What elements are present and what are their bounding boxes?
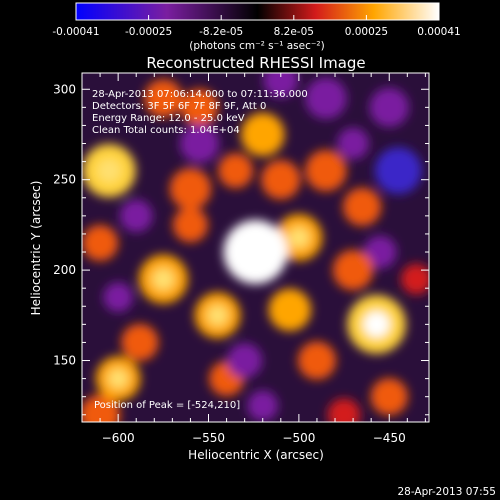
x-tick-label: −500	[282, 431, 315, 445]
annotation-block: 28-Apr-2013 07:06:14.000 to 07:11:36.000…	[92, 89, 308, 411]
y-tick-label: 150	[53, 354, 76, 368]
negative-residual	[119, 199, 153, 233]
heatmap-sources	[82, 73, 429, 422]
emission-source	[332, 249, 374, 291]
annotation-energy-range: Energy Range: 12.0 - 25.0 keV	[92, 113, 245, 124]
negative-residual	[369, 87, 409, 128]
negative-residual	[179, 123, 220, 164]
y-axis-label: Heliocentric Y (arcsec)	[29, 181, 43, 316]
emission-source	[305, 149, 347, 192]
emission-source	[144, 79, 183, 118]
negative-residual	[337, 127, 369, 160]
colorbar-tick-label: -8.2e-05	[199, 26, 243, 38]
x-tick-label: −550	[192, 431, 225, 445]
x-tick-label: −450	[373, 431, 406, 445]
footer-timestamp: 28-Apr-2013 07:55	[397, 486, 496, 498]
emission-source	[82, 224, 119, 262]
negative-residual	[374, 147, 422, 195]
colorbar-ticks	[75, 15, 440, 20]
emission-source	[268, 288, 312, 332]
negative-residual	[247, 390, 279, 422]
negative-residual	[305, 77, 347, 120]
negative-residual	[363, 235, 397, 269]
colorbar-tick-label: 0.00025	[345, 26, 388, 38]
emission-source	[82, 394, 121, 422]
y-tick-label: 200	[53, 263, 76, 277]
negative-residual	[227, 343, 263, 379]
emission-source	[297, 341, 337, 380]
emission-source	[240, 112, 285, 157]
colorbar-unit-label: (photons cm⁻² s⁻¹ asec⁻²)	[189, 40, 324, 52]
emission-source	[121, 323, 159, 362]
emission-source-core	[241, 237, 270, 267]
colorbar-tick-label: 0.00041	[417, 26, 460, 38]
negative-residual	[103, 282, 133, 313]
annotation-peak-position: Position of Peak = [-524,210]	[94, 400, 240, 411]
emission-source-core	[207, 305, 228, 326]
emission-source-core	[288, 227, 310, 249]
emission-source	[180, 88, 219, 126]
colorbar: -0.00041 -0.00025 -8.2e-05 8.2e-05 0.00025 0.…	[52, 2, 461, 52]
colorbar-tick-labels: -0.00041 -0.00025 -8.2e-05 8.2e-05 0.00025 0.…	[52, 26, 460, 38]
y-tick-label: 250	[53, 173, 76, 187]
x-axis-label: Heliocentric X (arcsec)	[188, 448, 324, 462]
colorbar-tick-label: -0.00025	[125, 26, 172, 38]
colorbar-bar	[75, 2, 440, 21]
emission-source-core	[152, 268, 175, 291]
emission-source-core	[97, 158, 122, 183]
emission-source	[218, 153, 254, 189]
emission-source	[327, 398, 361, 422]
emission-source	[169, 167, 212, 210]
emission-source	[261, 160, 301, 200]
y-tick-label: 300	[53, 82, 76, 96]
x-tick-label: −600	[102, 431, 135, 445]
emission-source-core	[108, 368, 129, 389]
annotation-clean-counts: Clean Total counts: 1.04E+04	[92, 125, 240, 136]
plot-frame	[81, 72, 430, 423]
y-axis-ticks: 150 200 250 300	[53, 82, 429, 416]
emission-source	[400, 263, 429, 295]
colorbar-tick-label: 8.2e-05	[274, 26, 314, 38]
colorbar-tick-label: -0.00041	[52, 26, 99, 38]
emission-source	[172, 207, 208, 243]
emission-source	[343, 187, 382, 226]
x-axis-ticks: −600 −550 −500 −450	[99, 73, 426, 445]
chart-title: Reconstructed RHESSI Image	[146, 54, 365, 72]
heatmap-image	[82, 73, 429, 422]
emission-source-core	[363, 311, 390, 338]
emission-source	[370, 378, 408, 416]
annotation-time-range: 28-Apr-2013 07:06:14.000 to 07:11:36.000	[92, 89, 308, 100]
negative-residual	[263, 73, 299, 98]
annotation-detectors: Detectors: 3F 5F 6F 7F 8F 9F, Att 0	[92, 101, 266, 112]
